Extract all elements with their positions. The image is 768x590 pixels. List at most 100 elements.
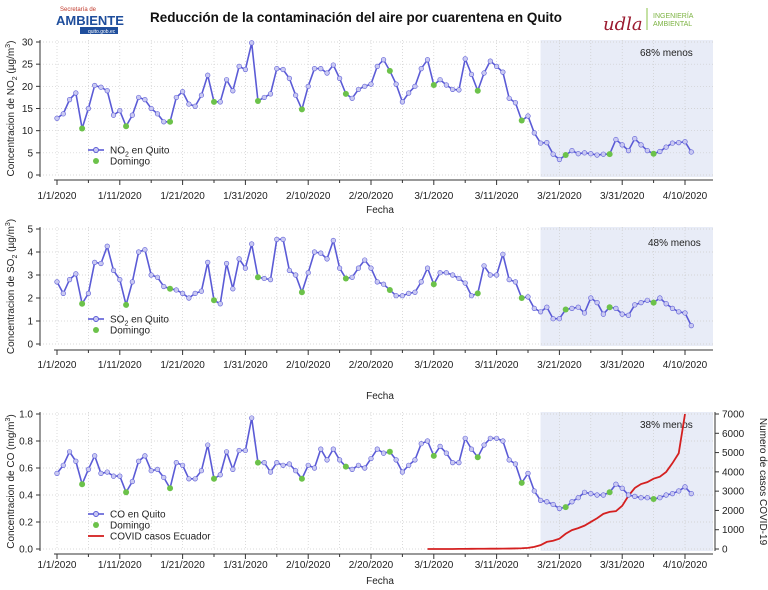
- data-point: [330, 446, 336, 452]
- data-point: [581, 150, 588, 156]
- data-point: [280, 236, 286, 242]
- data-point: [293, 468, 299, 474]
- data-point: [506, 457, 512, 463]
- data-point: [500, 438, 506, 444]
- data-point: [468, 446, 475, 452]
- data-point: [462, 280, 468, 286]
- data-point: [625, 492, 632, 498]
- sunday-point: [430, 452, 437, 459]
- data-point: [682, 484, 688, 490]
- data-point: [180, 462, 186, 468]
- data-point: [506, 95, 512, 101]
- data-point: [657, 495, 663, 501]
- x-tick-label: 4/10/2020: [663, 191, 708, 202]
- data-point: [406, 462, 412, 468]
- data-point: [688, 323, 694, 329]
- data-point: [632, 136, 638, 142]
- data-point: [644, 495, 650, 501]
- y-tick-label: 3: [27, 271, 33, 282]
- data-point: [537, 140, 544, 146]
- sunday-point: [606, 489, 613, 496]
- y2-tick-label: 3000: [722, 487, 745, 498]
- data-point: [267, 277, 274, 283]
- data-point: [374, 446, 380, 452]
- data-point: [60, 111, 66, 117]
- y-tick-label: 5: [27, 148, 33, 159]
- data-point: [481, 70, 487, 76]
- y-axis-label-sub: 2: [12, 76, 19, 80]
- data-point: [594, 492, 600, 498]
- x-tick-label: 1/1/2020: [38, 191, 77, 202]
- data-point: [223, 260, 230, 267]
- data-point: [261, 275, 267, 282]
- data-point: [443, 270, 449, 276]
- y-tick-label: 0.4: [19, 491, 33, 502]
- x-tick-label: 1/11/2020: [98, 360, 142, 371]
- data-point: [619, 485, 625, 491]
- sunday-point: [430, 82, 437, 89]
- data-point: [205, 72, 211, 78]
- data-point: [337, 75, 343, 81]
- legend-series-label: NO2 en Quito: [110, 146, 170, 159]
- data-point: [161, 119, 167, 125]
- logo-ambiente-tag: quito.gob.ec: [88, 29, 116, 35]
- sunday-point: [298, 106, 305, 113]
- data-point: [173, 460, 179, 466]
- x-tick-label: 3/1/2020: [414, 560, 453, 571]
- data-point: [443, 82, 449, 88]
- data-point: [537, 309, 544, 315]
- y2-tick-label: 1000: [722, 525, 745, 536]
- logo-ambiente-small: Secretaría de: [60, 7, 97, 13]
- data-point: [110, 473, 117, 479]
- data-point: [456, 87, 462, 93]
- x-tick-label: 2/20/2020: [349, 560, 394, 571]
- sunday-point: [650, 150, 657, 157]
- data-point: [588, 295, 594, 301]
- data-point: [349, 466, 355, 472]
- sunday-point: [211, 475, 217, 482]
- data-point: [669, 491, 676, 497]
- data-point: [286, 461, 292, 467]
- sunday-point: [474, 454, 481, 461]
- data-point: [456, 460, 462, 466]
- data-point: [462, 435, 468, 441]
- sunday-point: [386, 286, 393, 293]
- legend-series-sub: 2: [125, 152, 129, 159]
- data-point: [669, 140, 676, 146]
- data-point: [117, 473, 123, 479]
- figure-title: Reducción de la contaminación del aire p…: [150, 9, 562, 25]
- sunday-point: [342, 463, 349, 470]
- data-point: [588, 491, 594, 497]
- data-point: [205, 259, 211, 265]
- data-point: [613, 136, 619, 143]
- x-tick-label: 4/10/2020: [663, 560, 708, 571]
- x-tick-label: 1/31/2020: [223, 360, 268, 371]
- sunday-point: [562, 504, 569, 511]
- x-tick-label: 3/11/2020: [475, 360, 519, 371]
- logo-ambiente: Secretaría de AMBIENTE quito.gob.ec: [56, 7, 124, 35]
- data-point: [644, 297, 650, 303]
- data-point: [110, 112, 117, 118]
- y-tick-label: 15: [22, 104, 34, 115]
- sunday-point: [518, 479, 525, 486]
- data-point: [104, 88, 110, 94]
- data-point: [54, 279, 60, 285]
- data-point: [98, 260, 104, 267]
- data-point: [600, 151, 606, 157]
- y-axis-label-post: ): [6, 219, 17, 222]
- sunday-point: [562, 152, 569, 159]
- data-point: [575, 495, 581, 501]
- data-point: [98, 84, 104, 90]
- data-point: [393, 457, 399, 463]
- x-tick-label: 1/11/2020: [98, 560, 142, 571]
- data-point: [54, 115, 60, 121]
- data-point: [286, 75, 292, 81]
- y2-tick-label: 0: [722, 545, 728, 556]
- data-point: [142, 453, 148, 459]
- sunday-point: [606, 151, 613, 158]
- data-point: [205, 442, 211, 448]
- x-tick-label: 3/11/2020: [475, 560, 519, 571]
- x-tick-label: 1/21/2020: [160, 360, 205, 371]
